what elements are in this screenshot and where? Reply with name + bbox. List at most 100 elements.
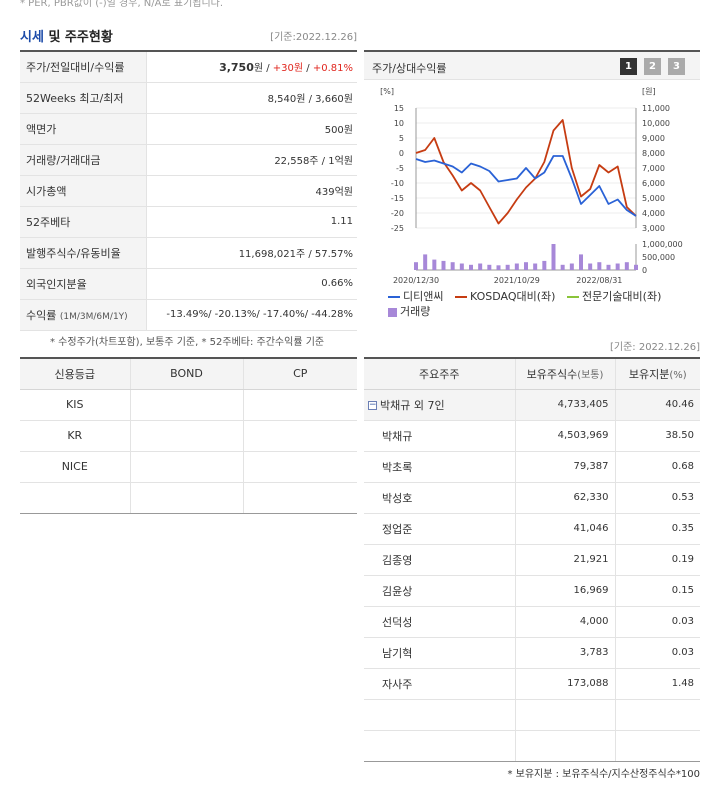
column-header: BOND (130, 358, 244, 390)
row-label: 주가/전일대비/수익률 (20, 51, 147, 83)
holder-name (364, 699, 516, 731)
chart-page-1-button[interactable]: 1 (620, 58, 637, 75)
shares-cell: 16,969 (515, 575, 616, 607)
volume-bar (487, 264, 492, 270)
table-row: 시가총액 439억원 (20, 175, 357, 207)
volume-bar (423, 254, 428, 270)
volume-tick-label: 0 (642, 266, 647, 275)
table-row: 52주베타 1.11 (20, 206, 357, 238)
legend-swatch (454, 296, 467, 298)
chart-page-2-button[interactable]: 2 (644, 58, 661, 75)
volume-bar (459, 263, 464, 270)
volume-bar (450, 262, 455, 270)
pct-cell: 0.03 (615, 637, 700, 669)
shares-cell: 41,046 (515, 513, 616, 545)
holders-footnote: * 보유지분 : 보유주식수/지수산정주식수*100 (507, 769, 700, 780)
left-tick-label: 5 (399, 134, 404, 143)
shares-cell: 4,733,405 (515, 389, 616, 421)
agency-cell: NICE (20, 451, 131, 483)
row-value: 500원 (146, 113, 357, 145)
major-shareholders-table: 주요주주 보유주식수(보통) 보유지분(%) − 박채규 외 7인 4,733,4… (364, 357, 700, 762)
left-tick-label: -10 (391, 179, 404, 188)
table-row (364, 699, 700, 731)
column-header: 신용등급 (20, 358, 131, 390)
chart-page-3-button[interactable]: 3 (668, 58, 685, 75)
volume-tick-label: 1,000,000 (642, 240, 683, 249)
volume-bar (588, 263, 593, 270)
table-row: 발행주식수/유동비율 11,698,021주 / 57.57% (20, 237, 357, 269)
left-tick-label: 10 (394, 119, 404, 128)
right-tick-label: 4,000 (642, 209, 665, 218)
chart-title: 주가/상대수익률 (372, 62, 447, 75)
table-row: 주가/전일대비/수익률 3,750원 / +30원 / +0.81% (20, 51, 357, 83)
row-value: 1.11 (146, 206, 357, 238)
volume-bar (542, 260, 547, 270)
row-label: 거래량/거래대금 (20, 144, 147, 176)
holder-name (364, 730, 516, 762)
pct-cell: 0.53 (615, 482, 700, 514)
holders-base-date: [기준: 2022.12.26] (609, 342, 700, 353)
table-row: 52Weeks 최고/최저 8,540원 / 3,660원 (20, 82, 357, 114)
legend-item[interactable]: KOSDAQ대비(좌) (454, 289, 555, 304)
holder-name: 박성호 (364, 482, 516, 514)
pct-cell: 0.68 (615, 451, 700, 483)
left-axis-unit: [%] (380, 87, 394, 96)
left-tick-label: -25 (391, 224, 404, 233)
volume-bar (469, 264, 473, 270)
legend-item[interactable]: 디티앤씨 (388, 289, 443, 304)
left-tick-label: 0 (399, 149, 404, 158)
stock-chart: [%] [원] 15 11,000 10 10,000 5 9,000 0 8,000 -5 7,00… (380, 87, 683, 285)
volume-bar (579, 254, 583, 270)
bond-cell (130, 389, 244, 421)
bond-cell (130, 482, 244, 514)
chart-header: 주가/상대수익률 1 2 3 (364, 52, 700, 80)
x-tick-label: 2022/08/31 (576, 276, 622, 285)
pct-cell (615, 730, 700, 762)
return-value: -13.49%/ -20.13%/ -17.40%/ -44.28% (146, 299, 357, 331)
row-label: 발행주식수/유동비율 (20, 237, 147, 269)
right-tick-label: 5,000 (642, 194, 665, 203)
group-name[interactable]: − 박채규 외 7인 (364, 389, 516, 421)
pct-cell: 40.46 (615, 389, 700, 421)
holder-name: 박초록 (364, 451, 516, 483)
table-row (20, 482, 357, 514)
x-tick-label: 2021/10/29 (494, 276, 540, 285)
legend-item[interactable]: 전문기술대비(좌) (566, 289, 661, 304)
table-row: 외국인지분율 0.66% (20, 268, 357, 300)
table-row: 남기혁 3,783 0.03 (364, 637, 700, 669)
base-date: [기준:2022.12.26] (270, 32, 357, 43)
row-value: 8,540원 / 3,660원 (146, 82, 357, 114)
pct-cell: 0.35 (615, 513, 700, 545)
chart-legend: 디티앤씨 KOSDAQ대비(좌) 전문기술대비(좌) 거래량 (388, 289, 698, 319)
table-row: 박채규 4,503,969 38.50 (364, 420, 700, 452)
volume-bar (514, 263, 519, 270)
left-tick-label: -5 (396, 164, 404, 173)
table-row (364, 730, 700, 762)
volume-bar (551, 244, 556, 270)
table-header-row: 주요주주 보유주식수(보통) 보유지분(%) (364, 358, 700, 390)
holder-name: 김종영 (364, 544, 516, 576)
table-row: 김종영 21,921 0.19 (364, 544, 700, 576)
table-row: 박성호 62,330 0.53 (364, 482, 700, 514)
volume-bar (432, 259, 437, 270)
volume-bar (496, 265, 501, 270)
cp-cell (243, 451, 357, 483)
pct-cell: 0.15 (615, 575, 700, 607)
shares-cell (515, 730, 616, 762)
legend-item[interactable]: 거래량 (388, 304, 430, 319)
holder-name: 박채규 (364, 420, 516, 452)
legend-swatch (566, 296, 579, 298)
collapse-icon[interactable]: − (368, 400, 377, 410)
right-tick-label: 10,000 (642, 119, 670, 128)
series-line (415, 119, 637, 225)
volume-bar (478, 263, 483, 270)
x-tick-label: 2020/12/30 (393, 276, 439, 285)
right-tick-label: 8,000 (642, 149, 665, 158)
left-tick-label: 15 (394, 104, 404, 113)
credit-rating-table: 신용등급 BOND CP KIS KR NICE (20, 357, 357, 514)
volume-bar (624, 262, 629, 270)
shareholder-group-row[interactable]: − 박채규 외 7인 4,733,405 40.46 (364, 389, 700, 421)
pct-cell: 0.03 (615, 606, 700, 638)
row-label: 수익률 (1M/3M/6M/1Y) (20, 299, 147, 331)
shares-cell: 79,387 (515, 451, 616, 483)
